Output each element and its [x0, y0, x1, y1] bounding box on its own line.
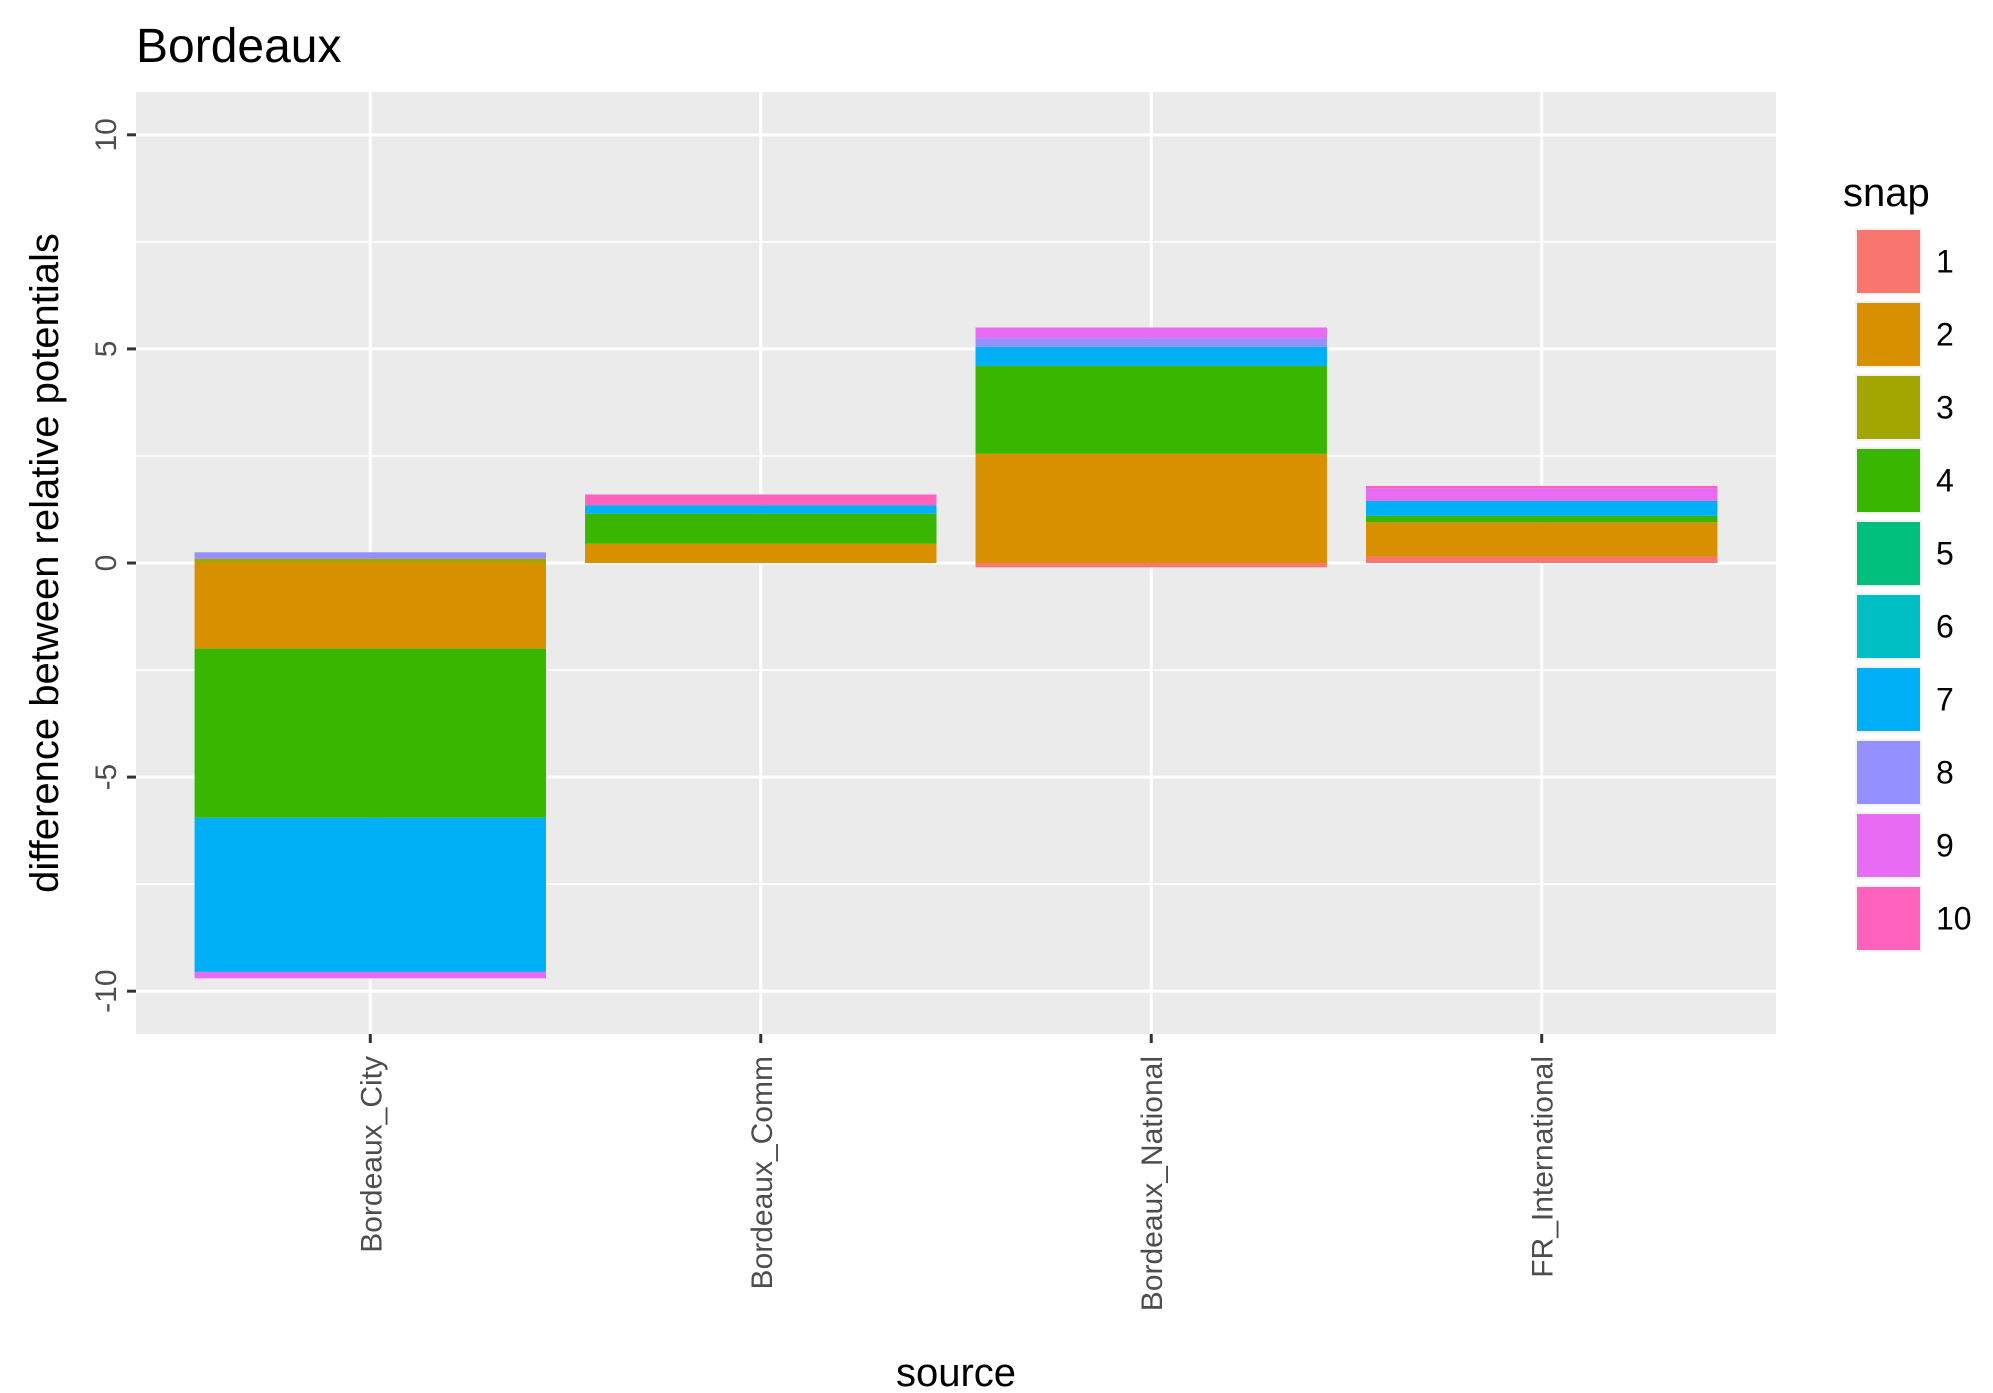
- bar-segment-Bordeaux_Comm-snap-2: [585, 543, 937, 563]
- bar-segment-Bordeaux_National-snap-2: [975, 453, 1327, 563]
- legend-label: 10: [1936, 901, 1972, 937]
- y-tick-label: 10: [90, 118, 123, 151]
- legend-label: 8: [1936, 755, 1954, 791]
- bar-segment-FR_International-snap-2: [1366, 522, 1718, 557]
- x-tick-label: Bordeaux_City: [355, 1056, 388, 1253]
- bar-segment-FR_International-snap-9: [1366, 488, 1718, 501]
- legend-key-swatch: [1857, 522, 1920, 585]
- bar-segment-Bordeaux_National-snap-7: [975, 346, 1327, 367]
- legend-label: 2: [1936, 317, 1954, 353]
- bar-segment-Bordeaux_National-snap-1: [975, 563, 1327, 568]
- bar-segment-Bordeaux_City-snap-7: [194, 817, 547, 972]
- bar-segment-Bordeaux_City-snap-3: [194, 558, 547, 563]
- bars: [194, 327, 1718, 979]
- y-tick-label: 5: [90, 341, 123, 358]
- bar-segment-FR_International-snap-10: [1366, 485, 1718, 489]
- y-tick-label: 0: [90, 555, 123, 572]
- bar-segment-Bordeaux_Comm-snap-4: [585, 513, 937, 544]
- bar-segment-FR_International-snap-7: [1366, 500, 1718, 516]
- legend-key-swatch: [1857, 814, 1920, 877]
- legend-key-swatch: [1857, 449, 1920, 512]
- legend-label: 6: [1936, 609, 1954, 645]
- x-tick-label: FR_International: [1527, 1056, 1560, 1278]
- y-axis-title: difference between relative potentials: [23, 233, 67, 893]
- x-tick-label: Bordeaux_Comm: [746, 1056, 779, 1289]
- x-axis-title: source: [896, 1351, 1016, 1393]
- legend-key-swatch: [1857, 595, 1920, 658]
- legend: snap 1 2 3 4 5 6 7 8 9 10: [1843, 171, 1972, 952]
- legend-key-swatch: [1857, 887, 1920, 950]
- legend-label: 1: [1936, 244, 1954, 280]
- legend-key-swatch: [1857, 376, 1920, 439]
- legend-label: 4: [1936, 463, 1954, 499]
- legend-title: snap: [1843, 171, 1930, 215]
- bar-segment-Bordeaux_National-snap-8: [975, 338, 1327, 347]
- bar-segment-Bordeaux_National-snap-4: [975, 366, 1327, 454]
- x-tick-label: Bordeaux_National: [1136, 1056, 1169, 1311]
- axes: -10 -5 0 5 10 Bordeaux_City Bordeaux_Comm Borde…: [90, 118, 1560, 1311]
- y-tick-label: -10: [90, 970, 123, 1013]
- bar-segment-FR_International-snap-4: [1366, 515, 1718, 523]
- bar-segment-Bordeaux_Comm-snap-7: [585, 505, 937, 514]
- legend-key-swatch: [1857, 741, 1920, 804]
- legend-label: 7: [1936, 682, 1954, 718]
- legend-key-swatch: [1857, 303, 1920, 366]
- legend-key-swatch: [1857, 668, 1920, 731]
- bar-segment-FR_International-snap-1: [1366, 556, 1718, 563]
- bar-segment-Bordeaux_Comm-snap-10: [585, 494, 937, 506]
- bar-segment-Bordeaux_City-snap-4: [194, 648, 547, 818]
- bar-segment-Bordeaux_National-snap-9: [975, 327, 1327, 339]
- legend-label: 5: [1936, 536, 1954, 572]
- legend-label: 9: [1936, 828, 1954, 864]
- y-tick-label: -5: [90, 764, 123, 791]
- legend-key-swatch: [1857, 230, 1920, 293]
- legend-label: 3: [1936, 390, 1954, 426]
- bar-segment-Bordeaux_City-snap-9: [194, 971, 547, 979]
- bar-segment-Bordeaux_City-snap-2: [194, 563, 547, 649]
- chart-title: Bordeaux: [136, 20, 341, 73]
- bar-segment-Bordeaux_City-snap-8: [194, 552, 547, 559]
